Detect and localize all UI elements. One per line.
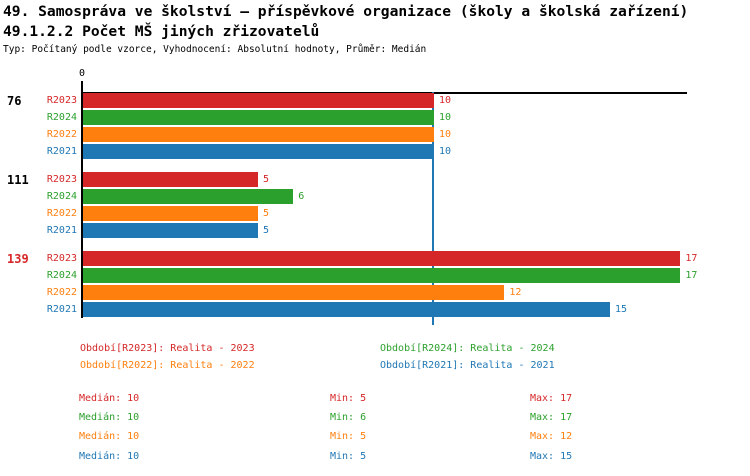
bar: [83, 206, 258, 221]
bar-row-label: R2023: [46, 253, 77, 264]
stat-max: Max: 17: [530, 393, 573, 404]
bar-value-label: 5: [263, 174, 270, 185]
group-label: 111: [7, 173, 29, 187]
axis-tick: [81, 81, 83, 92]
page-subtitle: 49.1.2.2 Počet MŠ jiných zřizovatelů: [3, 23, 320, 40]
bar-value-label: 10: [439, 95, 452, 106]
bar-row-label: R2023: [46, 174, 77, 185]
group-label: 76: [7, 94, 22, 108]
legend-item: Období[R2022]: Realita - 2022: [80, 360, 255, 371]
bar-value-label: 12: [509, 287, 522, 298]
bar-value-label: 5: [263, 225, 270, 236]
legend-item: Období[R2023]: Realita - 2023: [80, 343, 255, 354]
stat-min: Min: 5: [330, 393, 367, 404]
group-label: 139: [7, 252, 29, 266]
stat-min: Min: 5: [330, 451, 367, 462]
bar: [83, 110, 434, 125]
legend-item: Období[R2021]: Realita - 2021: [380, 360, 555, 371]
axis-left-line: [81, 92, 83, 318]
stat-min: Min: 5: [330, 431, 367, 442]
bar-value-label: 5: [263, 208, 270, 219]
bar-value-label: 6: [298, 191, 305, 202]
bar: [83, 251, 681, 266]
stat-max: Max: 12: [530, 431, 573, 442]
bar-row-label: R2022: [46, 287, 77, 298]
bar-row-label: R2021: [46, 146, 77, 157]
stat-min: Min: 6: [330, 412, 367, 423]
bar-row-label: R2024: [46, 112, 77, 123]
bar-value-label: 15: [615, 304, 628, 315]
bar-row-label: R2024: [46, 270, 77, 281]
axis-zero-label: 0: [78, 68, 86, 79]
bar: [83, 127, 434, 142]
bar-value-label: 10: [439, 146, 452, 157]
stat-median: Medián: 10: [79, 451, 140, 462]
bar: [83, 268, 681, 283]
page-title: 49. Samospráva ve školství – příspěvkové…: [3, 3, 689, 20]
bar-row-label: R2022: [46, 208, 77, 219]
bar-value-label: 17: [685, 253, 698, 264]
stat-max: Max: 17: [530, 412, 573, 423]
bar-value-label: 17: [685, 270, 698, 281]
stat-max: Max: 15: [530, 451, 573, 462]
median-line: [432, 92, 434, 325]
bar-value-label: 10: [439, 129, 452, 140]
bar-row-label: R2022: [46, 129, 77, 140]
bar-row-label: R2023: [46, 95, 77, 106]
stat-median: Medián: 10: [79, 412, 140, 423]
bar-value-label: 10: [439, 112, 452, 123]
bar: [83, 144, 434, 159]
stat-median: Medián: 10: [79, 431, 140, 442]
bar-row-label: R2021: [46, 225, 77, 236]
bar: [83, 189, 294, 204]
bar: [83, 302, 610, 317]
bar-row-label: R2024: [46, 191, 77, 202]
bar: [83, 172, 258, 187]
bar: [83, 223, 258, 238]
chart-type-line: Typ: Počítaný podle vzorce, Vyhodnocení:…: [3, 44, 427, 55]
bar: [83, 285, 505, 300]
stat-median: Medián: 10: [79, 393, 140, 404]
legend-item: Období[R2024]: Realita - 2024: [380, 343, 555, 354]
bar-row-label: R2021: [46, 304, 77, 315]
bar: [83, 93, 434, 108]
